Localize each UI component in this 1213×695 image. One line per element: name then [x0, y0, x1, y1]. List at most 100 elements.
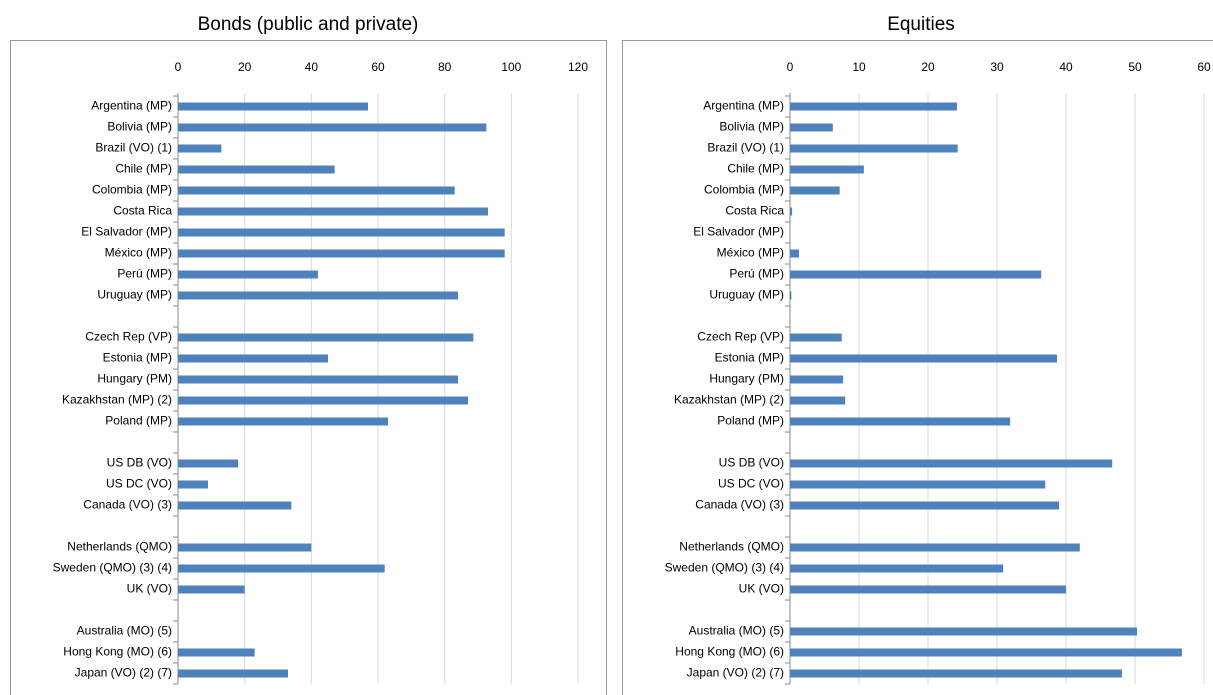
bar: [790, 102, 957, 111]
y-tick-label: Kazakhstan (MP) (2): [62, 393, 172, 407]
y-tick-label: Costa Rica: [725, 204, 784, 218]
bar: [790, 417, 1011, 426]
y-tick-label: Estonia (MP): [103, 351, 172, 365]
y-tick-label: Australia (MO) (5): [689, 624, 784, 638]
y-tick-label: Bolivia (MP): [719, 120, 784, 134]
x-tick-label: 60: [371, 60, 385, 74]
bar: [790, 396, 846, 405]
panel-frame: [10, 40, 607, 695]
bar: [178, 480, 208, 489]
bar: [178, 144, 222, 153]
bar: [790, 648, 1182, 657]
y-tick-label: El Salvador (MP): [81, 225, 172, 239]
x-tick-label: 40: [1059, 60, 1073, 74]
bar: [178, 270, 318, 279]
y-tick-label: Hong Kong (MO) (6): [675, 645, 784, 659]
y-tick-label: Perú (MP): [729, 267, 784, 281]
bar: [790, 354, 1058, 363]
bar: [790, 249, 799, 258]
bar: [178, 102, 368, 111]
y-tick-label: Sweden (QMO) (3) (4): [53, 561, 172, 575]
bar: [790, 165, 864, 174]
y-tick-label: Costa Rica: [113, 204, 172, 218]
bar: [178, 186, 455, 195]
bar: [178, 333, 474, 342]
bar: [790, 627, 1138, 636]
bar: [178, 207, 488, 216]
y-tick-label: Perú (MP): [117, 267, 172, 281]
bar: [178, 648, 255, 657]
bar: [790, 564, 1004, 573]
bar: [178, 669, 288, 678]
y-tick-label: Brazil (VO) (1): [707, 141, 784, 155]
bar: [790, 669, 1122, 678]
y-tick-label: Netherlands (QMO): [67, 540, 172, 554]
bar: [790, 270, 1042, 279]
x-tick-label: 120: [568, 60, 588, 74]
panel-frame: [622, 40, 1213, 695]
y-tick-label: Japan (VO) (2) (7): [687, 666, 784, 680]
bar: [790, 333, 842, 342]
y-tick-label: Czech Rep (VP): [697, 330, 784, 344]
bar: [178, 501, 292, 510]
y-tick-label: Hungary (PM): [97, 372, 172, 386]
y-tick-label: Argentina (MP): [703, 99, 784, 113]
y-tick-label: US DB (VO): [107, 456, 172, 470]
chart-title: Bonds (public and private): [198, 14, 419, 35]
y-tick-label: Colombia (MP): [92, 183, 172, 197]
y-tick-label: Estonia (MP): [715, 351, 784, 365]
bar: [790, 543, 1080, 552]
y-tick-label: US DB (VO): [719, 456, 784, 470]
bar: [178, 396, 468, 405]
y-tick-label: Hungary (PM): [709, 372, 784, 386]
y-tick-label: Uruguay (MP): [97, 288, 172, 302]
bar: [790, 144, 958, 153]
y-tick-label: US DC (VO): [718, 477, 784, 491]
x-tick-label: 80: [438, 60, 452, 74]
y-tick-label: UK (VO): [127, 582, 172, 596]
y-tick-label: Australia (MO) (5): [77, 624, 172, 638]
x-tick-label: 0: [787, 60, 794, 74]
bar: [178, 375, 458, 384]
x-tick-label: 0: [175, 60, 182, 74]
y-tick-label: Poland (MP): [717, 414, 784, 428]
bar: [790, 291, 792, 300]
bar: [790, 375, 844, 384]
y-tick-label: Kazakhstan (MP) (2): [674, 393, 784, 407]
chart-title: Equities: [887, 14, 955, 35]
y-tick-label: UK (VO): [739, 582, 784, 596]
y-tick-label: Bolivia (MP): [107, 120, 172, 134]
bar: [178, 417, 388, 426]
bar: [178, 564, 385, 573]
x-tick-label: 20: [238, 60, 252, 74]
y-tick-label: México (MP): [105, 246, 172, 260]
y-tick-label: US DC (VO): [106, 477, 172, 491]
bar: [178, 354, 328, 363]
bar: [790, 123, 833, 132]
bar: [178, 459, 238, 468]
bar: [178, 123, 487, 132]
bar: [790, 501, 1060, 510]
bar: [790, 207, 793, 216]
y-tick-label: El Salvador (MP): [693, 225, 784, 239]
bar: [178, 249, 505, 258]
bar: [178, 543, 312, 552]
bar: [178, 165, 335, 174]
y-tick-label: Hong Kong (MO) (6): [63, 645, 172, 659]
y-tick-label: Netherlands (QMO): [679, 540, 784, 554]
x-tick-label: 60: [1197, 60, 1211, 74]
bar: [178, 228, 505, 237]
bar: [178, 585, 245, 594]
y-tick-label: Uruguay (MP): [709, 288, 784, 302]
x-tick-label: 20: [921, 60, 935, 74]
y-tick-label: Canada (VO) (3): [83, 498, 172, 512]
y-tick-label: Argentina (MP): [91, 99, 172, 113]
y-tick-label: Chile (MP): [727, 162, 784, 176]
bar: [790, 480, 1046, 489]
y-tick-label: Poland (MP): [105, 414, 172, 428]
y-tick-label: Chile (MP): [115, 162, 172, 176]
y-tick-label: México (MP): [717, 246, 784, 260]
bar: [790, 459, 1113, 468]
